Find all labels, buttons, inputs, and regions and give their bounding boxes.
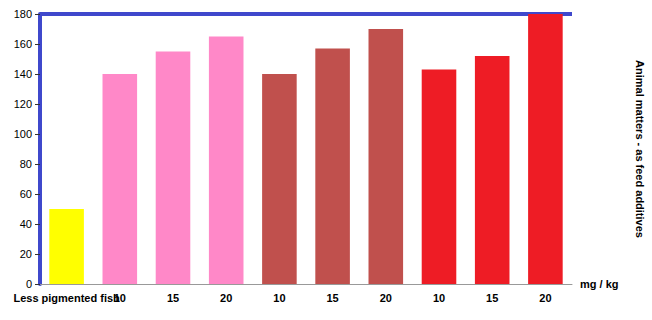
svg-text:10: 10 bbox=[433, 292, 445, 304]
svg-text:140: 140 bbox=[14, 68, 32, 80]
svg-text:180: 180 bbox=[14, 8, 32, 20]
svg-text:160: 160 bbox=[14, 38, 32, 50]
svg-text:120: 120 bbox=[14, 98, 32, 110]
svg-text:20: 20 bbox=[380, 292, 392, 304]
svg-text:100: 100 bbox=[14, 128, 32, 140]
svg-text:60: 60 bbox=[20, 188, 32, 200]
svg-text:80: 80 bbox=[20, 158, 32, 170]
svg-text:Animal matters - as feed addit: Animal matters - as feed additives bbox=[634, 60, 646, 238]
svg-text:10: 10 bbox=[273, 292, 285, 304]
svg-text:mg / kg: mg / kg bbox=[580, 278, 619, 290]
svg-text:Less pigmented fish: Less pigmented fish bbox=[13, 292, 120, 304]
svg-text:15: 15 bbox=[326, 292, 338, 304]
svg-text:40: 40 bbox=[20, 218, 32, 230]
svg-text:15: 15 bbox=[167, 292, 179, 304]
svg-text:0: 0 bbox=[26, 278, 32, 290]
svg-text:15: 15 bbox=[486, 292, 498, 304]
svg-text:10: 10 bbox=[114, 292, 126, 304]
svg-text:20: 20 bbox=[220, 292, 232, 304]
svg-text:20: 20 bbox=[20, 248, 32, 260]
svg-text:20: 20 bbox=[539, 292, 551, 304]
